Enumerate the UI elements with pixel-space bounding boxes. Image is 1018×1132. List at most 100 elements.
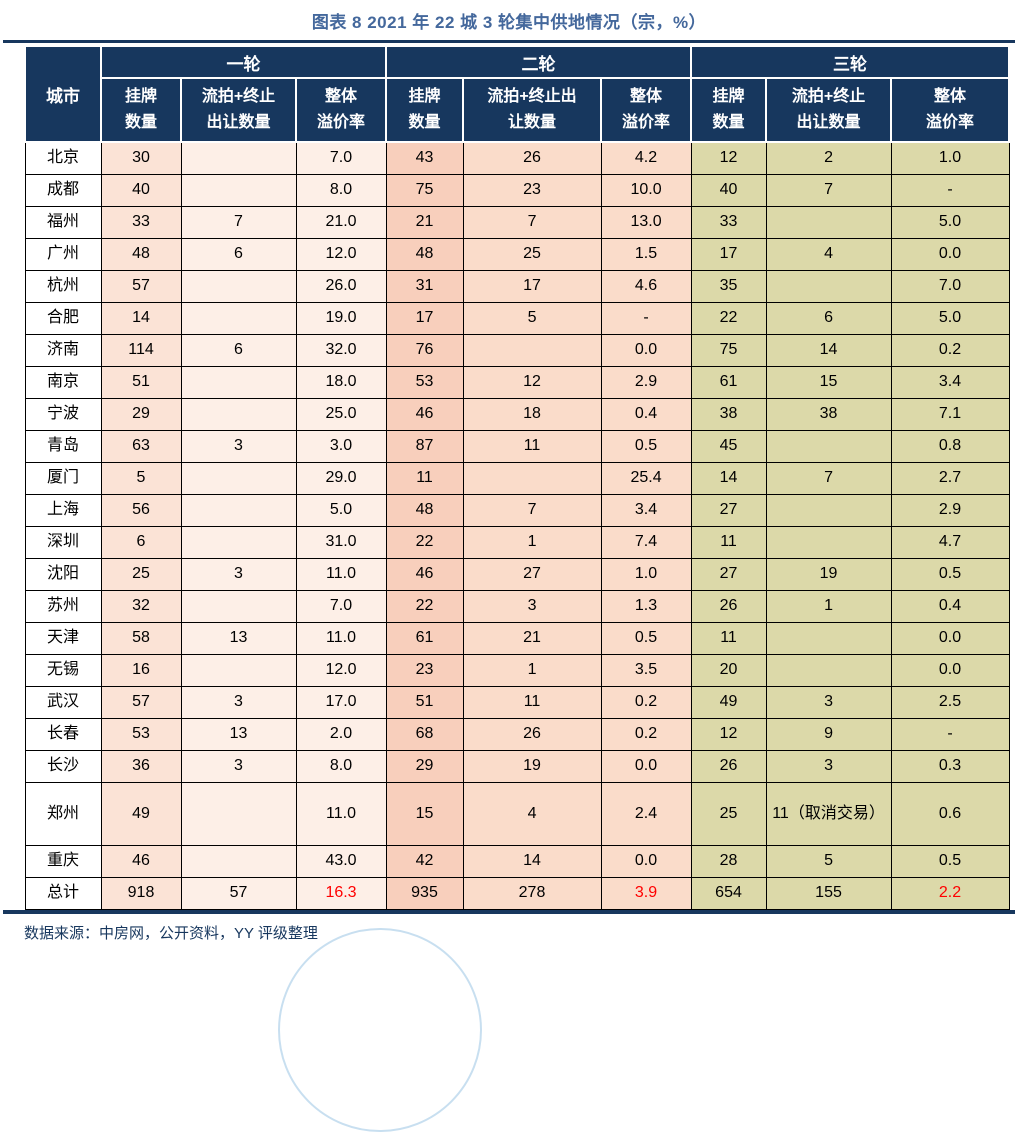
value-cell [765, 206, 892, 239]
value-cell: 51 [385, 686, 464, 719]
value-cell: 0.0 [890, 238, 1010, 271]
city-row: 成都 40 8.0 75 23 10.0 40 7- [24, 174, 1010, 207]
value-cell: 26 [462, 141, 602, 175]
city-cell: 成都 [24, 174, 102, 207]
city-cell: 长春 [24, 718, 102, 751]
value-cell: 1 [462, 526, 602, 559]
value-cell [180, 398, 297, 431]
value-cell: 18 [462, 398, 602, 431]
value-cell: 11.0 [295, 622, 387, 655]
city-cell: 重庆 [24, 845, 102, 878]
value-cell: 17 [462, 270, 602, 303]
value-cell: 35 [690, 270, 767, 303]
value-cell: 114 [100, 334, 182, 367]
city-cell: 郑州 [24, 782, 102, 846]
city-cell: 南京 [24, 366, 102, 399]
value-cell: 27 [462, 558, 602, 591]
value-cell: 3.4 [890, 366, 1010, 399]
city-cell: 杭州 [24, 270, 102, 303]
value-cell: 16.3 [295, 877, 387, 910]
value-cell: 6 [100, 526, 182, 559]
value-cell [180, 845, 297, 878]
value-cell: 8.0 [295, 750, 387, 783]
total-row: 总计 918 57 16.3 935 278 3.9 654 155 2.2 [24, 877, 1010, 910]
value-cell: 2.5 [890, 686, 1010, 719]
value-cell: 0.0 [600, 334, 692, 367]
value-cell: 17 [690, 238, 767, 271]
value-cell: 18.0 [295, 366, 387, 399]
value-cell: 38 [690, 398, 767, 431]
round3-premium-header: 整体 溢价率 [890, 77, 1011, 143]
value-cell: 27 [690, 494, 767, 527]
value-cell: 42 [385, 845, 464, 878]
value-cell: 26 [690, 750, 767, 783]
value-cell: 75 [385, 174, 464, 207]
value-cell: 7.0 [295, 141, 387, 175]
value-cell: 10.0 [600, 174, 692, 207]
value-cell: 2.4 [600, 782, 692, 846]
city-row: 苏州 32 7.0 22 3 1.3 26 1 0.4 [24, 590, 1010, 623]
value-cell: 6 [765, 302, 892, 335]
value-cell: 1 [765, 590, 892, 623]
city-row: 郑州 49 11.0 15 4 2.4 25 11（取消交易） 0.6 [24, 782, 1010, 846]
city-cell: 长沙 [24, 750, 102, 783]
value-cell: 25 [100, 558, 182, 591]
round2-listed-header: 挂牌 数量 [385, 77, 465, 143]
value-cell: 75 [690, 334, 767, 367]
value-cell [180, 302, 297, 335]
value-cell: 26.0 [295, 270, 387, 303]
value-cell: 56 [100, 494, 182, 527]
value-cell [180, 462, 297, 495]
value-cell: 0.5 [600, 622, 692, 655]
value-cell: 4.6 [600, 270, 692, 303]
city-cell: 福州 [24, 206, 102, 239]
value-cell: 13.0 [600, 206, 692, 239]
round-header-row: 城市 一轮 二轮 三轮 [24, 45, 1011, 143]
value-cell: 31.0 [295, 526, 387, 559]
value-cell: 11 [690, 622, 767, 655]
value-cell: 7.4 [600, 526, 692, 559]
city-cell: 天津 [24, 622, 102, 655]
value-cell [765, 430, 892, 463]
value-cell: 2.2 [890, 877, 1010, 910]
value-cell: 0.2 [600, 686, 692, 719]
value-cell: 0.3 [890, 750, 1010, 783]
value-cell: 49 [690, 686, 767, 719]
city-row: 广州 48 6 12.0 48 25 1.5 17 4 0.0 [24, 238, 1010, 271]
value-cell: 14 [765, 334, 892, 367]
value-cell: 19.0 [295, 302, 387, 335]
value-cell: 7.1 [890, 398, 1010, 431]
value-cell: 22 [385, 526, 464, 559]
value-cell: 5 [765, 845, 892, 878]
round3-header: 三轮 [690, 45, 1011, 79]
value-cell: 0.6 [890, 782, 1010, 846]
value-cell: 0.8 [890, 430, 1010, 463]
city-row: 长沙 36 3 8.0 29 19 0.0 26 3 0.3 [24, 750, 1010, 783]
value-cell: 25.0 [295, 398, 387, 431]
value-cell: 29.0 [295, 462, 387, 495]
value-cell: 155 [765, 877, 892, 910]
land-supply-table: 城市 一轮 二轮 三轮 挂牌 数量 流拍+终止 出让数量 整体 溢价率 挂牌 数… [24, 45, 1011, 910]
value-cell: 5.0 [890, 206, 1010, 239]
city-row: 济南 114 6 32.0 76 0.0 75 14 0.2 [24, 334, 1010, 367]
city-cell: 无锡 [24, 654, 102, 687]
value-cell: 918 [100, 877, 182, 910]
value-cell: 11 [462, 686, 602, 719]
value-cell: 32 [100, 590, 182, 623]
figure-title: 图表 8 2021 年 22 城 3 轮集中供地情况（宗，%） [311, 13, 707, 32]
city-cell: 北京 [24, 141, 102, 175]
value-cell: 0.2 [890, 334, 1010, 367]
round1-failed-header: 流拍+终止 出让数量 [180, 77, 297, 143]
value-cell: 0.0 [600, 845, 692, 878]
value-cell: 45 [690, 430, 767, 463]
value-cell: 61 [690, 366, 767, 399]
value-cell: 2.9 [600, 366, 692, 399]
value-cell: 25 [690, 782, 767, 846]
value-cell: 30 [100, 141, 182, 175]
value-cell: 3 [180, 686, 297, 719]
value-cell: 15 [385, 782, 464, 846]
value-cell [462, 462, 602, 495]
city-row: 天津 58 13 11.0 61 21 0.5 11 0.0 [24, 622, 1010, 655]
value-cell: 7.0 [890, 270, 1010, 303]
value-cell: 0.5 [890, 845, 1010, 878]
